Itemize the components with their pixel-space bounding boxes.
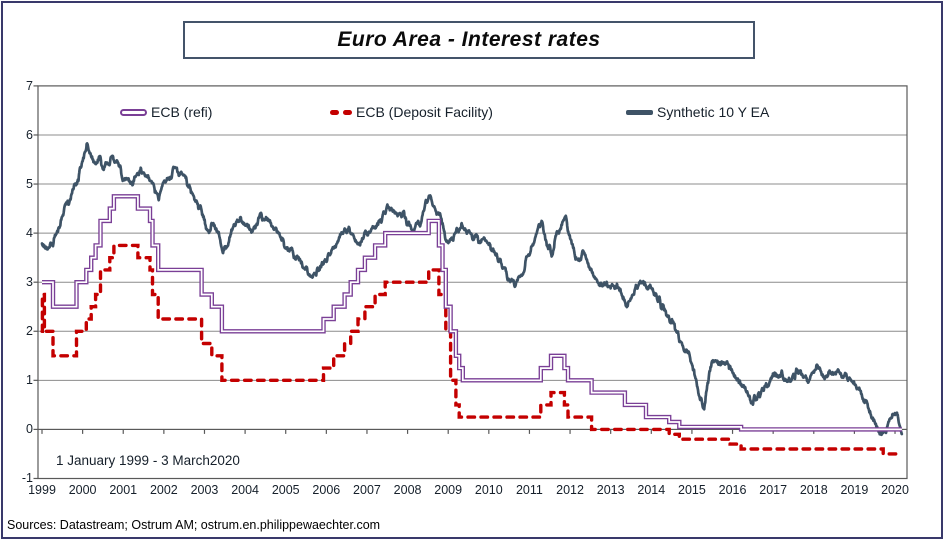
x-tick-label: 2015	[678, 483, 706, 497]
y-tick-label: 6	[26, 127, 33, 142]
x-tick-label: 2004	[231, 483, 259, 497]
x-tick-label: 2001	[109, 483, 138, 497]
x-tick-label: 2002	[149, 483, 178, 497]
x-tick-label: 2000	[68, 483, 97, 497]
x-tick-label: 2019	[840, 483, 869, 497]
x-tick-label: 2014	[637, 483, 666, 497]
x-tick-label: 2013	[596, 483, 625, 497]
x-tick-label: 2011	[515, 483, 543, 497]
x-tick-label: 2009	[434, 483, 463, 497]
y-tick-label: 2	[26, 324, 33, 339]
legend-item-ecb-refi: ECB (refi)	[120, 103, 212, 121]
x-tick-label: 2020	[881, 483, 909, 497]
legend-item-synthetic-10y: Synthetic 10 Y EA	[626, 103, 769, 121]
sources-caption: Sources: Datastream; Ostrum AM; ostrum.e…	[7, 518, 381, 532]
x-tick-label: 2005	[271, 483, 300, 497]
legend-label-10y: Synthetic 10 Y EA	[657, 104, 770, 120]
x-tick-label: 2006	[312, 483, 341, 497]
x-tick-label: 2007	[353, 483, 381, 497]
y-tick-label: 3	[26, 275, 33, 290]
chart-title-box: Euro Area - Interest rates	[183, 21, 755, 59]
legend-swatch-refi-line-icon	[120, 108, 147, 116]
legend-swatch-10y-line-icon	[626, 109, 653, 115]
x-tick-label: 2016	[718, 483, 747, 497]
series-refi-line	[42, 194, 902, 432]
x-tick-label: 2003	[190, 483, 219, 497]
x-tick-label: 2017	[759, 483, 788, 497]
x-tick-label: 1999	[28, 483, 56, 497]
legend-label-deposit: ECB (Deposit Facility)	[356, 104, 493, 120]
x-tick-label: 2010	[474, 483, 503, 497]
legend-label-refi: ECB (refi)	[151, 104, 213, 120]
y-tick-label: -1	[21, 471, 33, 486]
y-tick-label: 7	[26, 78, 33, 93]
x-tick-label: 2012	[556, 483, 584, 497]
series-deposit-facility-line	[40, 243, 904, 456]
legend-item-ecb-deposit: ECB (Deposit Facility)	[330, 103, 493, 121]
legend-swatch-deposit-dashed-icon	[330, 109, 352, 115]
series-refi-line-core	[42, 195, 902, 431]
y-tick-label: 5	[26, 177, 33, 192]
period-annotation: 1 January 1999 - 3 March2020	[56, 453, 240, 468]
y-tick-label: 1	[26, 373, 33, 388]
y-tick-label: 0	[26, 422, 33, 437]
series-synthetic-10y-line	[40, 142, 904, 437]
y-tick-label: 4	[26, 226, 33, 241]
chart-title: Euro Area - Interest rates	[337, 28, 601, 51]
x-tick-label: 2008	[393, 483, 422, 497]
x-tick-label: 2018	[799, 483, 828, 497]
